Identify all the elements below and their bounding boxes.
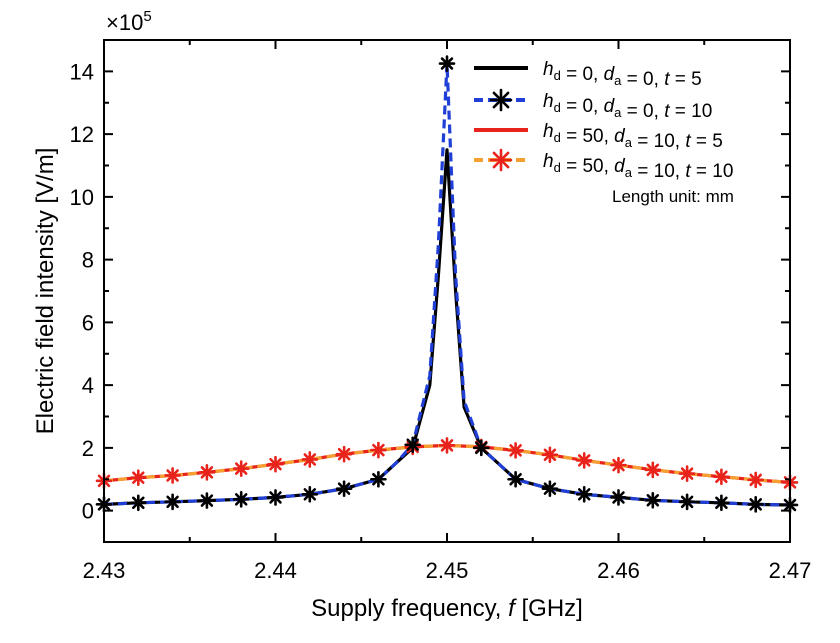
series-2-marker	[301, 486, 319, 503]
series-2-marker	[610, 489, 627, 506]
series-2-marker	[267, 489, 284, 506]
legend: hd = 0, da = 0, t = 5hd = 0, da = 0, t =…	[474, 59, 733, 182]
series-2-marker	[130, 494, 147, 512]
series-2-marker	[370, 470, 387, 488]
y-axis-multiplier: ×105	[106, 8, 152, 35]
x-tick-label: 2.45	[426, 558, 469, 583]
series-2-marker	[507, 470, 524, 488]
y-tick-label: 8	[82, 248, 94, 273]
series-2-marker	[164, 493, 181, 511]
y-tick-label: 2	[82, 436, 94, 461]
series-2-marker	[438, 55, 456, 72]
series-4-marker	[335, 445, 353, 463]
series-2-marker	[644, 491, 662, 509]
legend-marker-2	[489, 88, 513, 112]
legend-entry-2: hd = 0, da = 0, t = 10	[543, 91, 712, 122]
series-4-marker	[678, 465, 696, 482]
series-4-marker	[541, 446, 559, 464]
series-2-marker	[472, 439, 490, 457]
y-tick-label: 0	[82, 499, 94, 524]
x-tick-label: 2.47	[769, 558, 812, 583]
y-tick-label: 12	[70, 122, 94, 147]
series-4-marker	[370, 441, 387, 459]
x-axis-title: Supply frequency, f [GHz]	[311, 595, 583, 622]
series-4-marker	[747, 471, 765, 489]
legend-entry-3: hd = 50, da = 10, t = 5	[543, 121, 723, 152]
y-tick-label: 4	[82, 373, 94, 398]
series-2-marker	[575, 486, 593, 503]
series-2-marker	[747, 496, 765, 513]
y-tick-label: 14	[70, 59, 94, 84]
series-2-marker	[404, 436, 422, 454]
series-2-marker	[198, 492, 216, 509]
x-tick-label: 2.44	[254, 558, 297, 583]
series-2-marker	[541, 480, 559, 497]
series-4-marker	[164, 467, 181, 484]
legend-entry-4: hd = 50, da = 10, t = 10	[543, 151, 733, 182]
legend-marker-4	[489, 148, 513, 172]
y-tick-label: 10	[70, 185, 94, 210]
series-4-marker	[267, 455, 284, 473]
y-axis-title: Electric field intensity [V/m]	[32, 148, 59, 435]
series-4-marker	[232, 460, 250, 477]
series-4-marker	[438, 437, 456, 454]
series-2-marker	[335, 480, 353, 497]
length-unit-annotation: Length unit: mm	[612, 187, 734, 206]
legend-entry-1: hd = 0, da = 0, t = 5	[543, 59, 702, 90]
series-4-marker	[575, 452, 593, 469]
series-4-marker	[130, 469, 147, 486]
series-4-marker	[301, 451, 319, 468]
series-4-marker	[507, 442, 524, 459]
x-tick-label: 2.43	[83, 558, 126, 583]
series-4-marker	[713, 468, 730, 486]
x-tick-label: 2.46	[597, 558, 640, 583]
series-4-marker	[644, 461, 662, 479]
series-2-marker	[678, 493, 696, 511]
series-2-marker	[713, 494, 730, 512]
series-4-marker	[198, 464, 216, 481]
series-2-marker	[232, 491, 250, 508]
y-tick-label: 6	[82, 310, 94, 335]
series-4-marker	[610, 456, 627, 474]
